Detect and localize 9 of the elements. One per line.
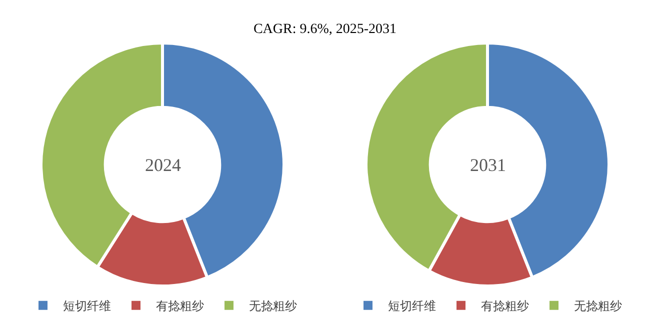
legend-label: 短切纤维 xyxy=(388,299,436,314)
legend-label: 有捻粗纱 xyxy=(481,299,529,314)
text: 2024 xyxy=(145,155,181,175)
legend-label: 短切纤维 xyxy=(63,299,111,314)
text: 2031 xyxy=(470,155,506,175)
legend-label: 无捻粗纱 xyxy=(574,299,622,314)
legend-label: 有捻粗纱 xyxy=(156,299,204,314)
text: CAGR: 9.6%, 2025-2031 xyxy=(252,22,398,38)
legend-label: 无捻粗纱 xyxy=(249,299,297,314)
